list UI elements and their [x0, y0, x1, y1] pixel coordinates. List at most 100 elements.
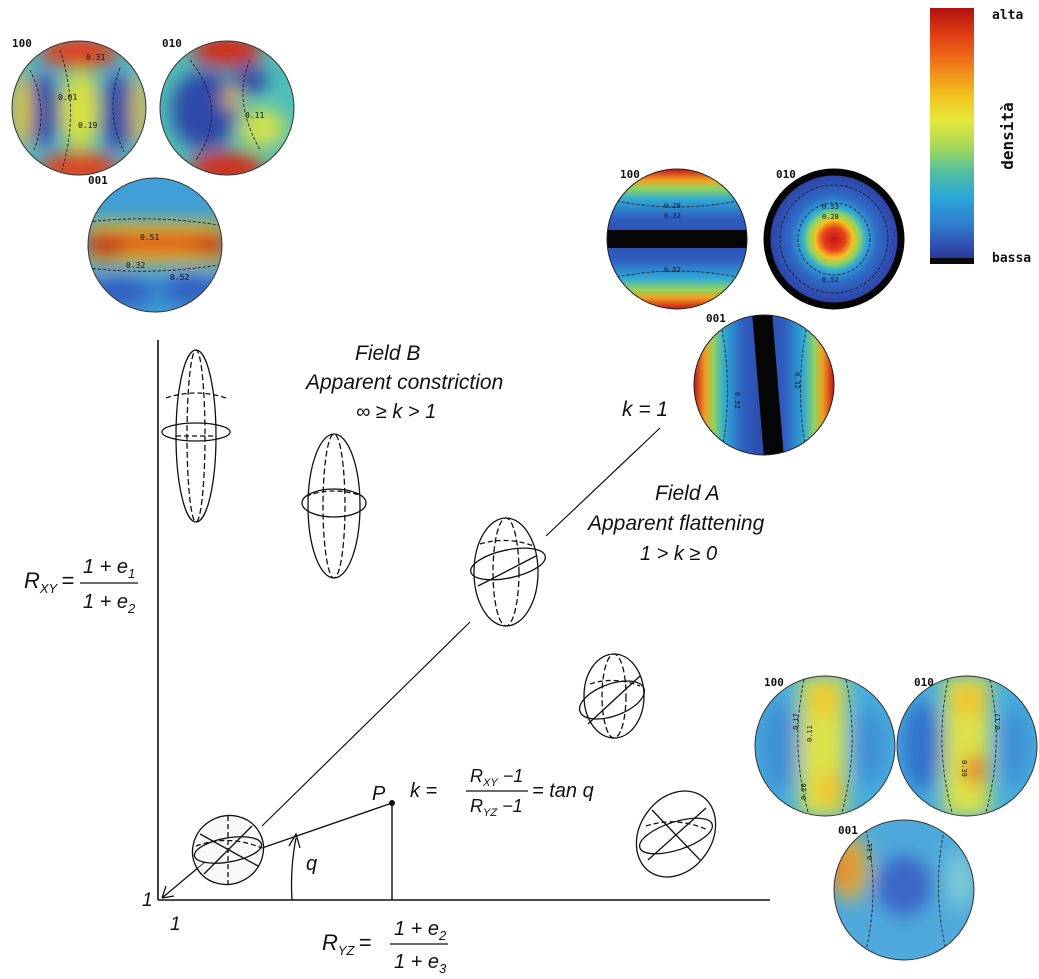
x-axis-formula: RYZ = 1 + e2 1 + e3 — [322, 918, 448, 976]
svg-text:1 + e3: 1 + e3 — [394, 951, 447, 974]
contour-label: 0.28 — [822, 213, 839, 221]
contour-label: 0.11 — [806, 725, 814, 742]
svg-text:1 + e2: 1 + e2 — [83, 591, 136, 616]
svg-text:1 + e1: 1 + e1 — [83, 556, 135, 581]
pole-label: 010 — [914, 676, 934, 689]
field-a-subtitle: Apparent flattening — [586, 512, 765, 535]
angle-label: q — [306, 853, 317, 875]
contour-label: 0.52 — [733, 392, 741, 409]
contour-label: 0.28 — [664, 202, 681, 210]
angle-arc — [290, 837, 297, 901]
ellipsoid-sphere — [191, 814, 265, 886]
contour-label: 0.32 — [126, 261, 145, 270]
point-p — [389, 800, 395, 806]
k-equals-one-line-upper — [545, 427, 661, 537]
x-axis-den: 1 + e — [394, 951, 439, 973]
colorbar-title: densità — [998, 102, 1017, 169]
pole-group-top-left: 100 0.01 0.31 0.19 010 0.11 — [11, 37, 295, 313]
pole-figure-010: 010 0.53 0.28 0.52 — [763, 168, 905, 310]
x-axis-sub: YZ — [338, 943, 356, 958]
pole-figure-001: 001 0.52 0.32 — [693, 312, 835, 456]
contour-label: 0.17 — [792, 713, 800, 730]
ellipsoid-diagonal — [470, 517, 546, 627]
x-axis-eq: = — [359, 930, 372, 955]
pole-label: 100 — [620, 168, 640, 181]
y-axis-sub: XY — [39, 581, 59, 596]
k-formula-lhs: k = — [410, 780, 437, 802]
svg-text:RYZ −1: RYZ −1 — [470, 796, 523, 819]
colorbar-gradient — [930, 8, 974, 264]
contour-label: 0.20 — [800, 783, 808, 800]
svg-text:RYZ=: RYZ = — [322, 930, 372, 958]
contour-label: 0.52 — [170, 273, 189, 282]
contour-label: 0.39 — [960, 760, 968, 777]
field-a-title: Field A — [655, 482, 720, 505]
y-axis-num: 1 + e — [83, 556, 128, 578]
ellipsoid-sketches — [161, 349, 717, 886]
field-b-text: Field B Apparent constriction ∞ ≥ k > 1 — [304, 342, 503, 423]
contour-label: 0.52 — [664, 266, 681, 274]
origin-y-label: 1 — [142, 890, 153, 911]
field-b-subtitle: Apparent constriction — [304, 371, 503, 394]
pole-figure-010: 010 0.39 0.17 — [896, 675, 1038, 817]
strain-diagram: 1 1 k = 1 P q Field B Apparent constrict… — [24, 340, 770, 976]
pole-group-bottom-right: 100 0.17 0.11 0.20 010 0.39 0.17 — [754, 675, 1038, 961]
contour-label: 0.01 — [58, 93, 77, 102]
field-b-title: Field B — [355, 342, 420, 365]
k-line-label: k = 1 — [622, 398, 668, 421]
contour-label: 0.53 — [822, 203, 839, 211]
contour-label: 0.52 — [822, 276, 839, 284]
pole-label: 010 — [162, 37, 182, 50]
x-axis-num-sub: 2 — [438, 928, 447, 943]
k-formula: k = RXY −1 RYZ −1 = tan q — [410, 766, 594, 819]
pole-figure-100: 100 0.17 0.11 0.20 — [754, 675, 896, 817]
pole-figure-100: 100 0.28 0.32 0.52 — [606, 168, 748, 310]
origin-x-label: 1 — [170, 914, 181, 935]
contour-label: 0.32 — [664, 212, 681, 220]
pole-label: 001 — [706, 312, 726, 325]
ellipsoid-prolate-tall — [161, 349, 231, 523]
contour-label: 0.51 — [140, 233, 159, 242]
contour-label: 0.11 — [245, 111, 264, 120]
x-axis-num: 1 + e — [394, 918, 439, 940]
contour-label: 0.31 — [86, 53, 105, 62]
line-to-p — [261, 802, 393, 849]
angle-arc-arrowhead — [288, 832, 301, 849]
k-formula-num-tail: −1 — [498, 766, 524, 786]
k-formula-den-sub: YZ — [483, 807, 498, 819]
pole-label: 001 — [838, 824, 858, 837]
pole-figure-010: 010 0.11 — [159, 37, 295, 176]
k-formula-den-tail: −1 — [497, 796, 523, 816]
svg-text:RXY=: RXY = — [24, 568, 74, 596]
x-axis-lhs: R — [322, 930, 338, 955]
k-equals-one-line — [261, 621, 471, 827]
k-formula-num: R — [470, 766, 483, 786]
pole-figure-100: 100 0.01 0.31 0.19 — [11, 37, 147, 176]
origin-arrow — [161, 861, 206, 899]
contour-label: 0.17 — [994, 713, 1002, 730]
density-colorbar: alta bassa densità — [930, 8, 1031, 266]
colorbar-low-label: bassa — [992, 251, 1031, 266]
contour-label: 0.11 — [866, 843, 874, 860]
y-axis-den-sub: 2 — [127, 601, 136, 616]
colorbar-high-label: alta — [992, 8, 1023, 23]
pole-figure-001: 001 0.32 0.52 0.51 — [87, 174, 223, 313]
point-p-label: P — [372, 783, 386, 805]
field-a-range: 1 > k ≥ 0 — [640, 543, 717, 565]
contour-label: 0.19 — [78, 121, 97, 130]
x-axis-den-sub: 3 — [439, 961, 447, 974]
ellipsoid-oblate-medium — [578, 653, 646, 739]
y-axis-formula: RXY = 1 + e1 1 + e2 — [24, 556, 138, 616]
svg-text:1 + e2: 1 + e2 — [394, 918, 447, 943]
field-b-range: ∞ ≥ k > 1 — [356, 401, 436, 423]
pole-label: 010 — [776, 168, 796, 181]
pole-label: 001 — [88, 174, 108, 187]
y-axis-den: 1 + e — [83, 591, 128, 613]
pole-label: 100 — [12, 37, 32, 50]
y-axis-lhs: R — [24, 568, 40, 593]
pole-figure-001: 001 0.11 — [833, 819, 975, 961]
pole-label: 100 — [764, 676, 784, 689]
pole-group-top-right: 100 0.28 0.32 0.52 010 0.53 0.28 0.52 — [606, 168, 905, 456]
